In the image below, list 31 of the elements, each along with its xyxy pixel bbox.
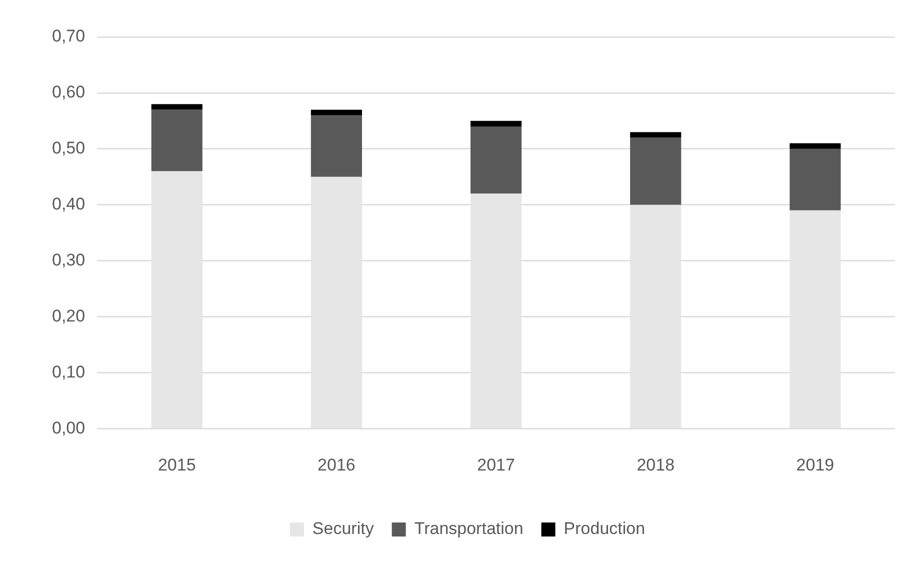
bar [470, 126, 522, 194]
bar [630, 132, 682, 138]
legend-label: Security [312, 519, 374, 538]
y-tick-label: 0,10 [52, 362, 86, 382]
bar [470, 194, 522, 428]
legend-label: Production [564, 519, 646, 538]
y-tick-label: 0,70 [52, 26, 86, 46]
y-tick-label: 0,30 [52, 250, 86, 270]
y-tick-label: 0,20 [52, 306, 86, 326]
y-tick-label: 0,00 [52, 418, 86, 438]
bar [630, 138, 682, 205]
bar [630, 204, 682, 428]
bar [310, 115, 362, 177]
y-tick-label: 0,40 [52, 194, 86, 214]
y-tick-label: 0,60 [52, 82, 86, 102]
bar [310, 176, 362, 428]
y-tick-label: 0,50 [52, 138, 86, 158]
x-tick-label: 2017 [477, 455, 515, 474]
x-tick-label: 2015 [158, 455, 196, 474]
x-tick-label: 2016 [318, 455, 356, 474]
bar [790, 148, 841, 210]
bar [790, 210, 841, 428]
bar [151, 171, 202, 428]
legend-label: Transportation [414, 519, 524, 538]
x-tick-label: 2019 [796, 455, 834, 474]
bar [470, 120, 522, 127]
bar [790, 143, 841, 149]
bar [151, 110, 202, 172]
bar [310, 110, 362, 116]
x-tick-label: 2018 [636, 455, 675, 474]
bar [151, 104, 202, 110]
